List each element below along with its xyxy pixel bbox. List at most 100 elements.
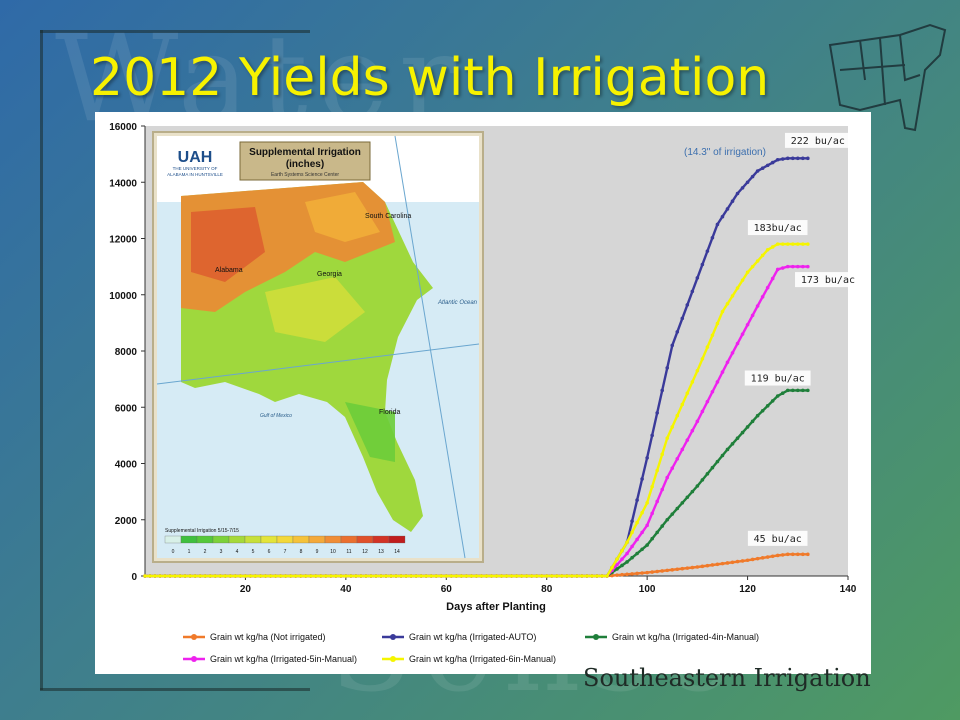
series-point-2 [705,472,710,476]
series-point-2 [770,399,775,403]
series-point-4 [303,574,308,578]
series-point-3 [801,264,805,269]
scale-tick-label: 6 [268,549,271,555]
series-point-1 [630,519,634,523]
scale-swatch [180,535,198,544]
series-point-4 [645,501,649,505]
legend-label: Grain wt kg/ha (Irrigated-5in-Manual) [210,654,357,664]
series-point-4 [334,574,338,578]
series-point-4 [218,574,223,578]
series-point-4 [223,574,228,578]
scale-tick-label: 10 [330,549,336,555]
series-point-2 [785,388,790,393]
inset-map-title: Supplemental Irrigation [249,147,361,158]
series-point-1 [695,276,700,280]
series-point-4 [801,242,805,246]
series-point-4 [484,574,489,578]
legend-label: Grain wt kg/ha (Irrigated-6in-Manual) [409,654,556,664]
series-point-0 [806,552,810,557]
series-point-4 [559,574,564,578]
series-point-2 [806,388,810,393]
annotation-box [795,272,861,288]
scale-title: Supplemental Irrigation 5/15-7/15 [165,528,239,534]
series-point-4 [349,574,353,578]
series-point-4 [193,574,198,578]
series-point-0 [801,552,805,557]
series-point-4 [293,574,298,578]
series-point-2 [730,442,735,446]
logo-line-2: ALABAMA IN HUNTSVILLE [167,172,223,177]
series-point-4 [705,345,710,349]
series-point-4 [444,574,449,578]
map-label-south-carolina: South Carolina [365,213,411,220]
series-point-4 [399,574,403,578]
scale-tick-label: 4 [236,549,239,555]
x-tick-label: 100 [639,584,656,595]
series-point-4 [419,574,423,578]
series-point-3 [785,264,790,269]
series-point-3 [735,341,740,346]
series-point-1 [680,316,685,321]
map-label-gulf: Gulf of Mexico [260,413,292,419]
series-point-0 [725,561,730,565]
legend-marker [593,634,599,640]
series-point-0 [680,566,685,571]
series-point-4 [233,574,238,578]
series-point-4 [213,574,218,578]
series-point-0 [795,552,800,557]
series-point-4 [404,574,408,578]
series-point-2 [670,512,675,516]
series-point-0 [740,559,745,563]
series-point-3 [705,399,710,404]
series-point-4 [539,574,544,578]
series-point-3 [795,264,800,269]
series-point-3 [775,267,780,272]
series-point-4 [575,574,579,578]
chart-panel: 0 2000 4000 6000 8000 10000 12000 14000 16000 20 4… [95,112,871,674]
series-point-4 [780,242,785,246]
series-point-0 [650,570,654,574]
series-point-4 [554,574,559,578]
y-tick-label: 14000 [109,178,137,189]
series-point-2 [620,563,624,568]
series-point-4 [615,557,619,561]
series-point-1 [690,289,695,294]
series-point-4 [153,574,157,578]
series-point-4 [469,574,474,578]
series-point-4 [283,574,288,578]
yield-annotation: 119 bu/ac [751,374,805,385]
frame-line-bottom [40,688,310,691]
series-point-4 [735,286,740,290]
series-point-3 [640,530,644,535]
series-point-0 [755,556,760,561]
series-point-0 [715,562,720,567]
series-point-1 [650,433,654,438]
series-point-3 [675,457,680,461]
series-point-1 [665,366,670,370]
x-tick-label: 20 [240,584,252,595]
series-point-0 [750,557,755,562]
series-point-4 [640,510,644,515]
series-point-1 [720,214,725,219]
series-point-2 [715,459,720,464]
series-point-2 [660,524,665,528]
scale-tick-label: 11 [346,549,351,555]
scale-tick-label: 3 [220,549,223,555]
logo-line-1: THE UNIVERSITY OF [173,166,218,171]
series-point-4 [389,574,393,578]
series-point-1 [745,180,750,185]
series-point-2 [680,501,685,505]
series-point-4 [364,574,368,578]
scale-swatch [292,535,310,544]
series-point-0 [710,563,715,567]
series-point-4 [278,574,283,578]
series-point-3 [740,332,745,336]
series-point-4 [650,484,654,489]
series-point-0 [775,553,780,558]
legend-marker [390,656,396,662]
inset-map-subtitle: Earth Systems Science Center [271,172,339,178]
series-point-0 [620,572,624,577]
series-point-4 [394,574,398,578]
series-point-4 [665,436,670,440]
series-point-3 [625,551,629,556]
